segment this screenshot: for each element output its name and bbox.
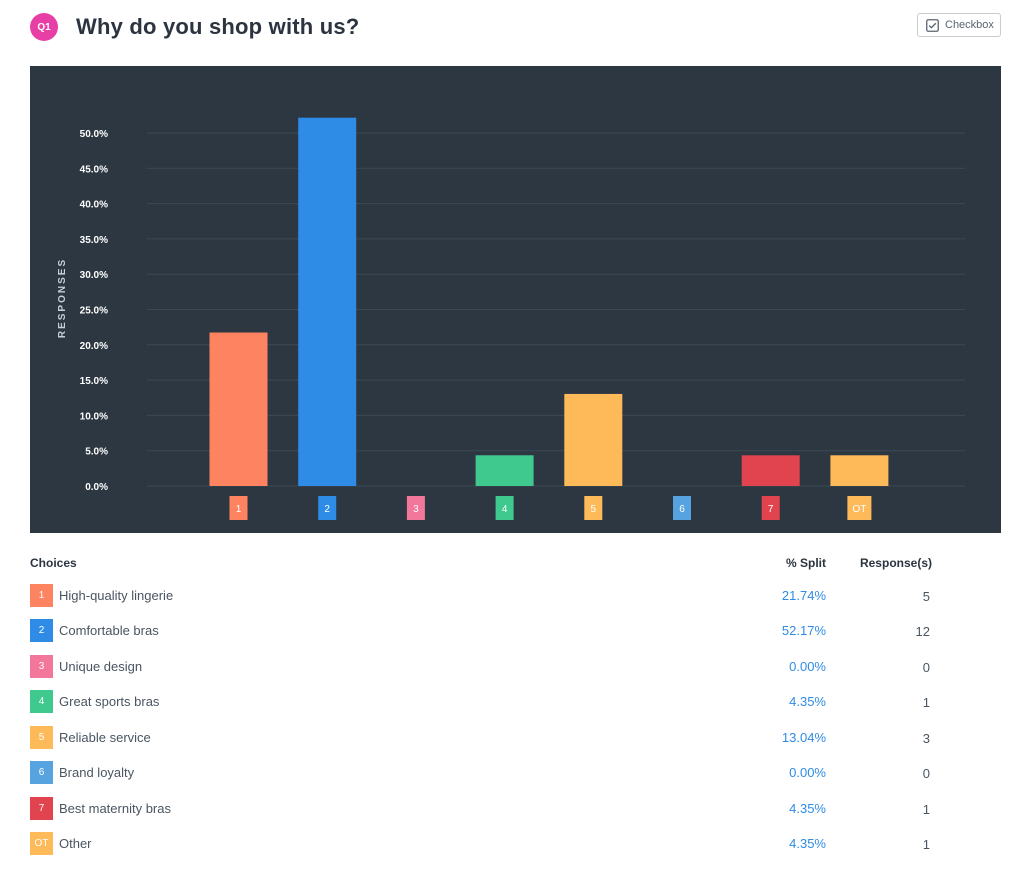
x-tick-label: 6 [679, 504, 685, 515]
choice-split: 4.35% [789, 836, 826, 851]
choice-responses: 1 [922, 837, 930, 852]
x-tick-label: 3 [413, 504, 419, 515]
choice-split: 21.74% [781, 588, 826, 603]
question-header: Q1 Why do you shop with us? Checkbox [0, 0, 1024, 60]
y-tick-label: 50.0% [80, 129, 108, 140]
bar-2[interactable] [298, 117, 357, 486]
choices-header: Choices [30, 556, 77, 570]
y-tick-label: 40.0% [80, 200, 108, 211]
choice-swatch: 7 [30, 797, 53, 820]
x-tick-label: 1 [236, 504, 242, 515]
y-tick-label: 5.0% [85, 447, 108, 458]
choice-swatch: 1 [30, 584, 53, 607]
choice-split: 0.00% [789, 765, 826, 780]
y-tick-label: 15.0% [80, 376, 108, 387]
choice-label: Comfortable bras [59, 623, 159, 638]
choice-swatch: 4 [30, 690, 53, 713]
question-title: Why do you shop with us? [76, 14, 360, 39]
question-type-button[interactable]: Checkbox [917, 13, 1001, 37]
choice-split: 52.17% [781, 623, 826, 638]
y-tick-label: 45.0% [80, 164, 108, 175]
y-tick-label: 30.0% [80, 270, 108, 281]
category-marker [406, 496, 425, 520]
split-header: % Split [785, 556, 826, 570]
x-tick-label: 2 [324, 504, 330, 515]
table-row: 7 Best maternity bras 4.35% 1 [30, 797, 1001, 821]
y-tick-label: 25.0% [80, 306, 108, 317]
choice-responses: 1 [922, 802, 930, 817]
choice-swatch: 6 [30, 761, 53, 784]
table-row: 2 Comfortable bras 52.17% 12 [30, 619, 1001, 643]
question-number-badge: Q1 [30, 13, 58, 41]
table-row: 6 Brand loyalty 0.00% 0 [30, 761, 1001, 785]
responses-bar-chart: 0.0% 5.0% 10.0% 15.0% 20.0% 25.0% 30.0% 35.0% 40… [30, 66, 1001, 533]
bar-4[interactable] [475, 455, 534, 486]
y-tick-label: 0.0% [85, 482, 108, 493]
choice-responses: 1 [922, 695, 930, 710]
bar-ot[interactable] [830, 455, 889, 486]
responses-header: Response(s) [859, 556, 932, 570]
choice-label: High-quality lingerie [59, 588, 174, 603]
table-row: 5 Reliable service 13.04% 3 [30, 726, 1001, 750]
choice-label: Other [59, 836, 92, 851]
choice-responses: 3 [922, 731, 930, 746]
y-tick-label: 10.0% [80, 411, 108, 422]
category-marker [318, 496, 337, 520]
question-type-label: Checkbox [945, 19, 994, 31]
choice-responses: 0 [922, 660, 930, 675]
x-tick-label: OT [852, 504, 866, 515]
category-marker [673, 496, 691, 520]
choice-swatch: 5 [30, 726, 53, 749]
choice-responses: 5 [922, 589, 930, 604]
x-tick-label: 4 [502, 504, 508, 515]
category-marker [761, 496, 780, 520]
choice-split: 13.04% [781, 730, 826, 745]
choice-label: Reliable service [59, 730, 151, 745]
choice-label: Unique design [59, 659, 143, 674]
category-marker [584, 496, 603, 520]
x-tick-label: 5 [591, 504, 597, 515]
choice-swatch: 2 [30, 619, 53, 642]
choice-swatch: OT [30, 832, 53, 855]
table-row: 3 Unique design 0.00% 0 [30, 655, 1001, 679]
choice-split: 4.35% [789, 801, 826, 816]
chart-canvas: 0.0% 5.0% 10.0% 15.0% 20.0% 25.0% 30.0% 35.0% 40… [57, 117, 965, 520]
y-tick-label: 35.0% [80, 235, 108, 246]
table-row: 4 Great sports bras 4.35% 1 [30, 690, 1001, 714]
bar-7[interactable] [741, 455, 800, 486]
y-tick-label: 20.0% [80, 341, 108, 352]
category-marker [847, 496, 872, 520]
choice-label: Best maternity bras [59, 801, 171, 816]
choice-label: Great sports bras [59, 694, 160, 709]
table-row: OT Other 4.35% 1 [30, 832, 1001, 856]
choice-split: 4.35% [789, 694, 826, 709]
choice-responses: 12 [915, 624, 930, 639]
choice-label: Brand loyalty [59, 765, 135, 780]
category-marker [495, 496, 514, 520]
choice-responses: 0 [922, 766, 930, 781]
choice-split: 0.00% [789, 659, 826, 674]
bar-5[interactable] [564, 393, 623, 486]
category-marker [229, 496, 248, 520]
choice-swatch: 3 [30, 655, 53, 678]
x-tick-label: 7 [768, 504, 774, 515]
checkbox-icon [926, 18, 939, 32]
y-axis-title: RESPONSES [57, 258, 68, 338]
table-row: 1 High-quality lingerie 21.74% 5 [30, 584, 1001, 608]
bar-1[interactable] [209, 332, 268, 486]
